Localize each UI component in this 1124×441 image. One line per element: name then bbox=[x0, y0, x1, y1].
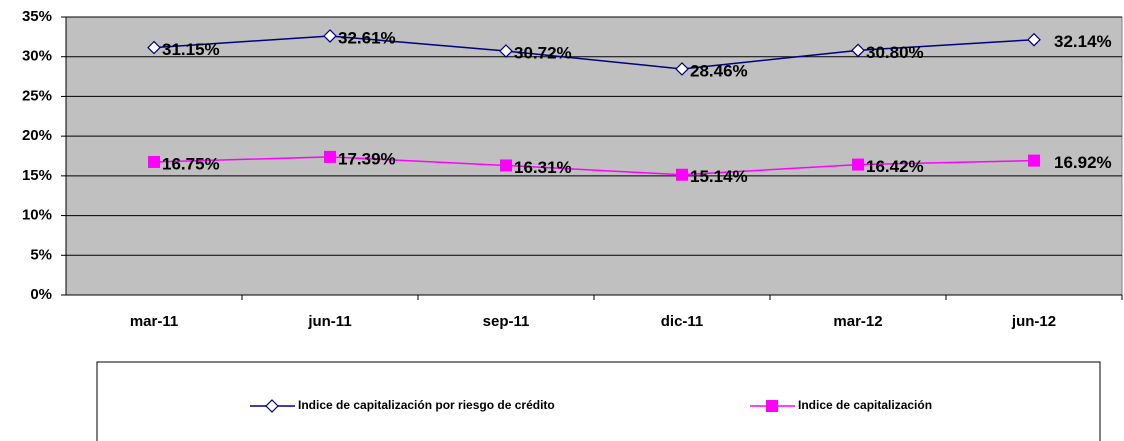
value-label: 16.42% bbox=[866, 157, 924, 176]
y-tick-label: 25% bbox=[22, 87, 52, 104]
y-tick-label: 20% bbox=[22, 127, 52, 144]
marker bbox=[500, 159, 512, 172]
y-tick-label: 35% bbox=[22, 8, 52, 25]
marker bbox=[148, 155, 160, 168]
y-tick-label: 30% bbox=[22, 48, 52, 65]
value-label: 32.14% bbox=[1054, 32, 1112, 51]
value-label: 31.15% bbox=[162, 40, 220, 59]
value-label: 16.31% bbox=[514, 158, 572, 177]
value-label: 30.72% bbox=[514, 43, 572, 62]
value-label: 15.14% bbox=[690, 167, 748, 186]
marker bbox=[766, 400, 778, 412]
marker bbox=[1028, 154, 1040, 167]
marker bbox=[675, 62, 689, 76]
legend-label: Indice de capitalización bbox=[798, 398, 932, 412]
y-tick-label: 15% bbox=[22, 167, 52, 184]
y-tick-label: 5% bbox=[30, 246, 52, 263]
marker bbox=[265, 399, 279, 413]
x-tick-label: mar-12 bbox=[833, 313, 882, 330]
marker bbox=[851, 43, 865, 58]
value-label: 28.46% bbox=[690, 61, 748, 80]
value-label: 30.80% bbox=[866, 43, 924, 62]
value-label: 32.61% bbox=[338, 28, 396, 47]
marker bbox=[499, 44, 513, 58]
x-tick-label: dic-11 bbox=[661, 313, 704, 330]
legend-label: Indice de capitalización por riesgo de c… bbox=[298, 398, 555, 412]
plot-area bbox=[65, 16, 1123, 296]
x-tick-label: jun-12 bbox=[1011, 313, 1056, 330]
series-line bbox=[153, 35, 1035, 70]
y-tick-label: 0% bbox=[30, 286, 52, 303]
value-label: 16.92% bbox=[1054, 153, 1112, 172]
marker bbox=[676, 168, 688, 181]
marker bbox=[852, 158, 864, 171]
marker bbox=[147, 40, 161, 55]
marker bbox=[323, 29, 337, 43]
x-tick-label: mar-11 bbox=[130, 313, 178, 330]
y-tick-label: 10% bbox=[22, 207, 52, 224]
x-tick-label: jun-11 bbox=[307, 313, 351, 330]
series-line bbox=[153, 156, 1035, 176]
marker bbox=[324, 150, 336, 163]
value-label: 16.75% bbox=[162, 154, 220, 173]
legend-box bbox=[96, 361, 1101, 441]
x-tick-label: sep-11 bbox=[483, 313, 530, 330]
value-label: 17.39% bbox=[338, 149, 396, 168]
marker bbox=[1027, 32, 1041, 47]
